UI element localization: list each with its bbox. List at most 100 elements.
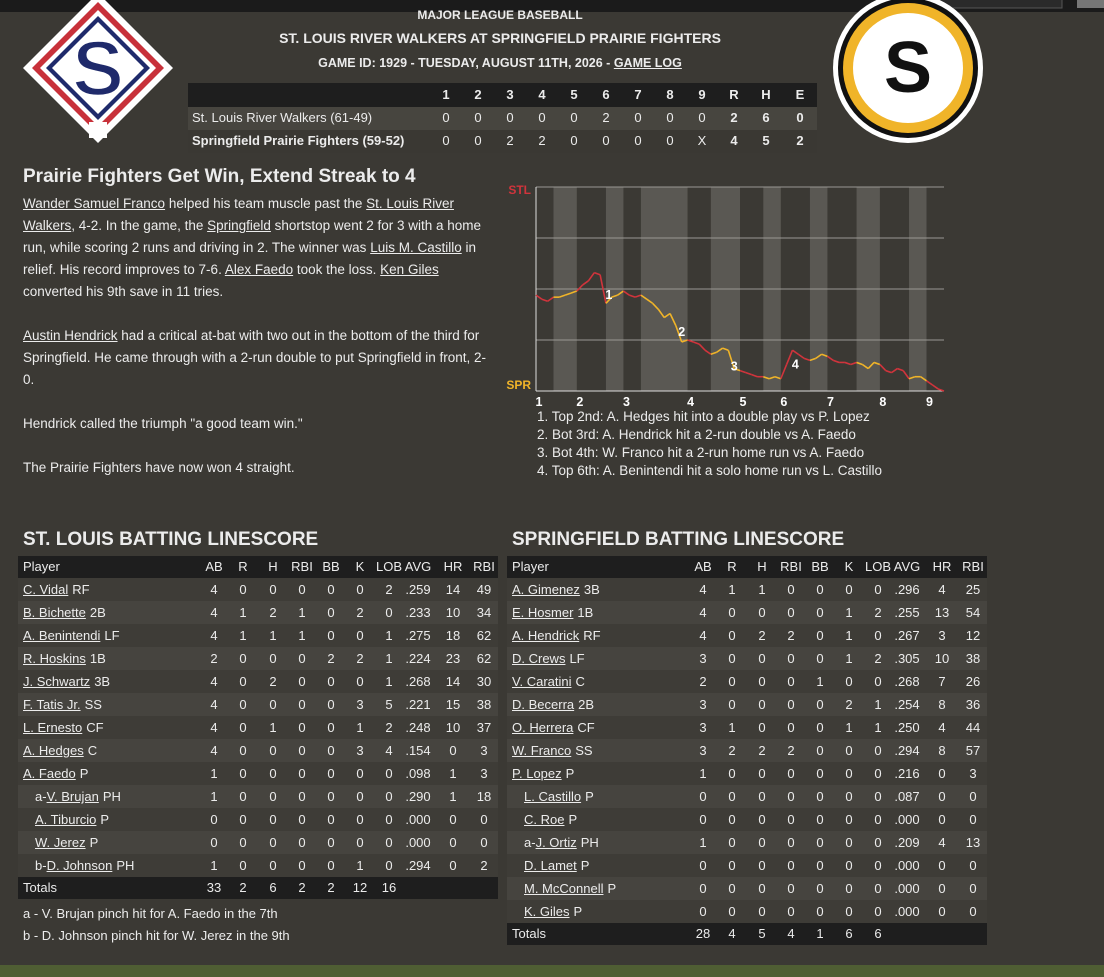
game-info: GAME ID: 1929 - TUESDAY, AUGUST 11TH, 20… xyxy=(0,56,1000,70)
win-line-segment xyxy=(902,370,910,380)
player-link[interactable]: Springfield xyxy=(207,218,271,233)
player-link[interactable]: F. Tatis Jr. xyxy=(23,697,81,712)
y-tick-label: STL xyxy=(508,183,531,197)
away-logo xyxy=(23,0,173,143)
linescore-column: 2 xyxy=(474,87,482,102)
story-text: helped his team muscle past the xyxy=(165,196,367,211)
player-link[interactable]: C. Roe xyxy=(524,812,565,827)
stat: 4 xyxy=(385,743,393,758)
player-link[interactable]: D. Johnson xyxy=(46,858,113,873)
win-line-segment xyxy=(751,373,758,378)
stat: 0 xyxy=(385,789,393,804)
footnote: b - D. Johnson pinch hit for W. Jerez in… xyxy=(23,928,290,943)
stat: 0 xyxy=(239,812,247,827)
player-link[interactable]: A. Hendrick xyxy=(512,628,580,643)
stat: 4 xyxy=(699,582,707,597)
linescore-column: 7 xyxy=(634,87,642,102)
player-link[interactable]: D. Becerra xyxy=(512,697,575,712)
table-row xyxy=(507,601,987,624)
position: 2B xyxy=(578,697,595,712)
player-link[interactable]: E. Hosmer xyxy=(512,605,574,620)
player-link[interactable]: Ken Giles xyxy=(380,262,439,277)
stat: 1 xyxy=(239,605,247,620)
player-link[interactable]: A. Hedges xyxy=(23,743,84,758)
stat: 0 xyxy=(269,743,277,758)
stat: 4 xyxy=(699,605,707,620)
player-link[interactable]: Alex Faedo xyxy=(224,262,294,277)
player-link[interactable]: St. Louis River Walkers xyxy=(23,196,454,233)
player-link[interactable]: A. Gimenez xyxy=(512,582,580,597)
win-line-segment xyxy=(582,280,589,286)
column-header: RBI xyxy=(473,559,495,574)
player-link[interactable]: L. Ernesto xyxy=(23,720,83,735)
top-bar xyxy=(0,0,1104,12)
player-link[interactable]: L. Castillo xyxy=(524,789,582,804)
player-link[interactable]: Luis M. Castillo xyxy=(370,240,462,255)
stat: 0 xyxy=(874,904,882,919)
win-line-segment xyxy=(826,355,834,362)
linescore-cell: X xyxy=(697,133,707,148)
player-link[interactable]: A. Faedo xyxy=(23,766,76,781)
player-link[interactable]: W. Franco xyxy=(512,743,572,758)
player-cell: V. Caratini C xyxy=(512,674,585,689)
player-link[interactable]: O. Herrera xyxy=(512,720,574,735)
column-header: K xyxy=(355,559,365,574)
stat: 0 xyxy=(269,858,277,873)
player-cell: L. Ernesto CF xyxy=(23,720,104,735)
stat: 0 xyxy=(385,835,393,850)
player-link[interactable]: A. Benintendi xyxy=(23,628,101,643)
player-link[interactable]: B. Bichette xyxy=(23,605,86,620)
stat: 0 xyxy=(787,881,795,896)
position: RF xyxy=(583,628,601,643)
story-text: Hendrick called the triumph "a good team… xyxy=(23,416,303,431)
player-link[interactable]: W. Jerez xyxy=(35,835,86,850)
stat: .268 xyxy=(405,674,431,689)
linescore-header-row xyxy=(188,83,817,107)
sub-prefix: a- xyxy=(35,789,47,804)
player-link[interactable]: R. Hoskins xyxy=(23,651,86,666)
stat: 1 xyxy=(874,720,882,735)
player-link[interactable]: A. Tiburcio xyxy=(35,812,97,827)
linescore-cell: 0 xyxy=(666,133,674,148)
player-link[interactable]: C. Vidal xyxy=(23,582,69,597)
stat: .209 xyxy=(894,835,920,850)
player-link[interactable]: J. Schwartz xyxy=(23,674,91,689)
column-header: AVG xyxy=(893,559,921,574)
stat: 0 xyxy=(845,582,853,597)
stat: 0 xyxy=(699,789,707,804)
stat: 0 xyxy=(327,789,335,804)
menu-button[interactable] xyxy=(1077,0,1104,8)
chart-note: 1. Top 2nd: A. Hedges hit into a double … xyxy=(537,409,870,424)
player-link[interactable]: M. McConnell xyxy=(524,881,604,896)
player-link[interactable]: Austin Hendrick xyxy=(23,328,118,343)
stat: 0 xyxy=(239,766,247,781)
player-link[interactable]: D. Crews xyxy=(512,651,566,666)
player-link[interactable]: P. Lopez xyxy=(512,766,562,781)
stat: 0 xyxy=(758,812,766,827)
game-log-link[interactable]: GAME LOG xyxy=(613,56,682,70)
sub-prefix: b- xyxy=(35,858,47,873)
stat: .294 xyxy=(894,743,920,758)
player-link[interactable]: Wander Samuel Franco xyxy=(23,196,166,211)
stat: 0 xyxy=(816,789,824,804)
player-link[interactable]: V. Caratini xyxy=(512,674,572,689)
stat: 30 xyxy=(476,674,492,689)
stat: 0 xyxy=(298,835,306,850)
stat: .254 xyxy=(894,697,920,712)
story-text: in relief. His record improves to 7-6. xyxy=(23,240,476,277)
player-link[interactable]: J. Ortiz xyxy=(535,835,577,850)
win-line-segment xyxy=(587,272,595,282)
win-line-segment xyxy=(774,375,782,380)
stat: .221 xyxy=(405,697,431,712)
x-tick-label: 9 xyxy=(926,395,933,409)
player-cell: A. Benintendi LF xyxy=(23,628,120,643)
stat: 0 xyxy=(298,766,306,781)
stat: 0 xyxy=(269,835,277,850)
player-link[interactable]: K. Giles xyxy=(524,904,570,919)
stat: 14 xyxy=(445,582,461,597)
story: Wander Samuel Franco helped his team mus… xyxy=(23,193,493,501)
stat: 0 xyxy=(239,674,247,689)
stat: 1 xyxy=(298,605,306,620)
player-link[interactable]: V. Brujan xyxy=(46,789,99,804)
player-link[interactable]: D. Lamet xyxy=(524,858,577,873)
